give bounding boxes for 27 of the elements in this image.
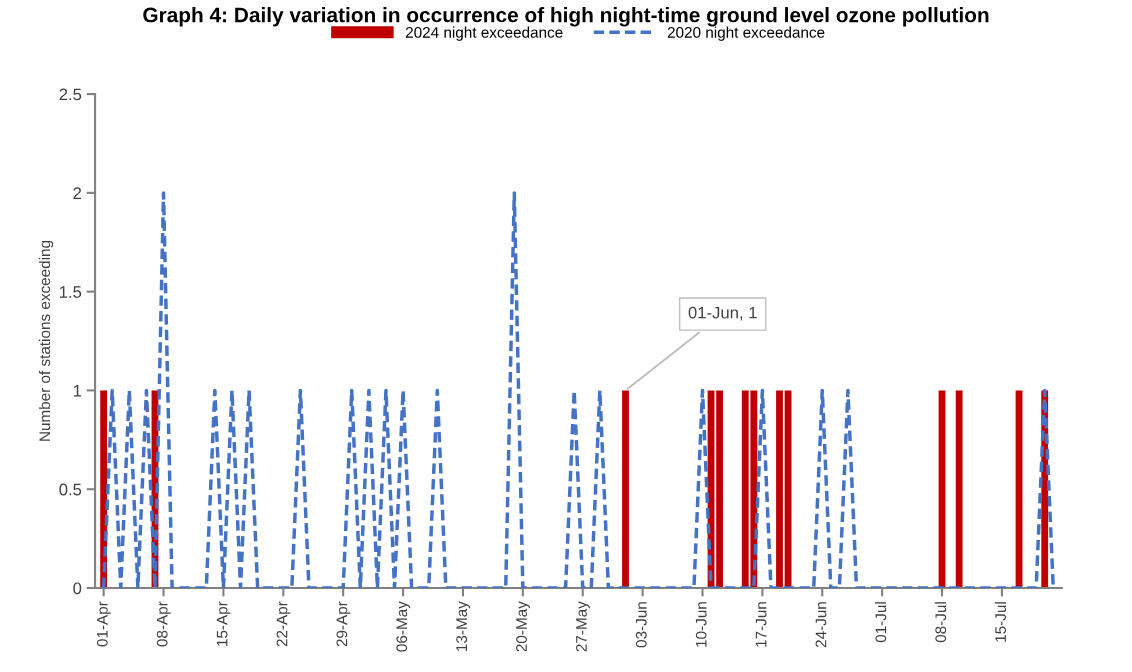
y-tick-label: 0 bbox=[73, 582, 82, 595]
x-tick-label: 17-Jun bbox=[755, 602, 767, 647]
x-tick-label: 01-Jul bbox=[875, 602, 887, 643]
x-tick-label: 20-May bbox=[516, 601, 530, 652]
y-tick-label: 2.5 bbox=[59, 88, 82, 101]
chart-title: Graph 4: Daily variation in occurrence of high night-time ground level ozone pollution bbox=[143, 7, 989, 27]
y-tick-label: 0.5 bbox=[59, 483, 82, 496]
x-tick-label: 06-May bbox=[396, 601, 411, 652]
x-tick-label: 08-Apr bbox=[156, 601, 171, 647]
x-tick-label: 08-Jul bbox=[934, 602, 947, 643]
x-tick-label: 10-Jun bbox=[695, 602, 707, 647]
x-tick-label: 15-Apr bbox=[216, 601, 231, 646]
y-tick-label: 2 bbox=[73, 187, 82, 199]
legend-label: 2020 night exceedance bbox=[667, 26, 825, 41]
x-tick-label: 24-Jun bbox=[815, 602, 827, 648]
annotation: 01-Jun, 1 bbox=[688, 306, 757, 321]
x-tick-label: 29-Apr bbox=[336, 601, 351, 647]
legend-label: 2024 night exceedance bbox=[405, 26, 563, 41]
x-tick-label: 27-May bbox=[576, 601, 590, 652]
x-tick-label: 22-Apr bbox=[276, 601, 291, 647]
y-tick-label: 1 bbox=[73, 385, 82, 397]
x-tick-label: 13-May bbox=[456, 601, 471, 651]
x-tick-label: 01-Apr bbox=[96, 601, 111, 647]
y-axis-title: Number of stations exceeding bbox=[38, 240, 54, 441]
x-tick-label: 15-Jul bbox=[994, 602, 1007, 642]
x-tick-label: 03-Jun bbox=[635, 602, 647, 648]
y-tick-label: 1.5 bbox=[60, 286, 82, 298]
